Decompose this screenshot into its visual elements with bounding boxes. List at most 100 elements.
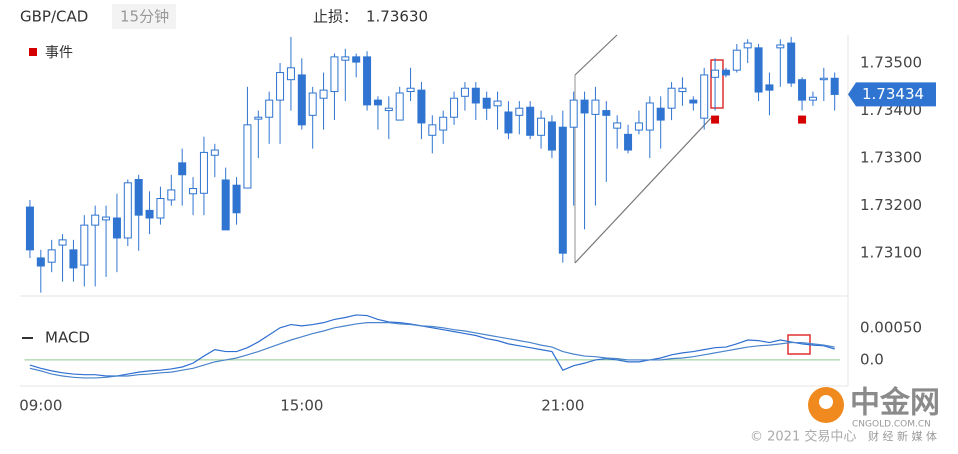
- y-tick-label: 1.73200: [860, 196, 922, 214]
- macd-label: MACD: [45, 329, 90, 347]
- channel-line: [574, 34, 618, 76]
- candle-body: [80, 224, 89, 266]
- candle-body: [286, 67, 295, 81]
- event-legend-swatch: [29, 48, 37, 56]
- candle-body: [482, 97, 491, 109]
- candle-body: [721, 69, 730, 76]
- candle-body: [439, 116, 448, 131]
- logo: 中金网 CNGOLD.COM.CN 财 经 新 媒 体: [808, 386, 940, 443]
- logo-tagline: 财 经 新 媒 体: [868, 429, 937, 443]
- stop-loss-value: 1.73630: [366, 8, 428, 26]
- candle-body: [656, 107, 665, 121]
- candle-body: [341, 56, 350, 61]
- candle-body: [112, 217, 121, 239]
- candle-body: [417, 89, 426, 124]
- candle-body: [547, 121, 556, 151]
- candle-body: [428, 124, 437, 136]
- candle-body: [102, 216, 111, 221]
- macd-line: [29, 322, 835, 379]
- candle-body: [123, 182, 132, 239]
- candle-body: [199, 151, 208, 194]
- interval: 15分钟: [120, 8, 169, 26]
- y-tick-label: 1.73500: [860, 54, 922, 72]
- candle-body: [58, 239, 67, 246]
- interval-badge: [112, 4, 176, 29]
- candle-body: [700, 74, 709, 119]
- candle-body: [450, 97, 459, 118]
- candle-body: [460, 87, 469, 97]
- candle-body: [624, 133, 633, 151]
- candle-body: [678, 87, 687, 93]
- candle-body: [819, 77, 828, 81]
- candle-body: [352, 56, 361, 63]
- candle-body: [69, 249, 78, 269]
- candle-body: [319, 89, 328, 99]
- candle-body: [667, 87, 676, 109]
- macd-line: [29, 314, 835, 377]
- x-tick-label: 15:00: [280, 397, 323, 415]
- event-legend-label: 事件: [45, 45, 73, 61]
- candle-body: [471, 87, 480, 104]
- candle-body: [395, 92, 404, 121]
- candle-body: [732, 49, 741, 71]
- candle-body: [91, 214, 100, 226]
- candle-body: [384, 107, 393, 112]
- candle-body: [787, 42, 796, 84]
- candle-body: [254, 116, 263, 120]
- candle-body: [297, 74, 306, 126]
- candle-body: [134, 178, 143, 216]
- candle-body: [210, 149, 219, 156]
- event-marker: [711, 115, 720, 124]
- candle-body: [265, 99, 274, 118]
- candle-body: [776, 44, 785, 49]
- channel-line: [574, 117, 712, 264]
- candle-body: [167, 189, 176, 201]
- candle-body: [526, 106, 535, 136]
- y-tick-label: 1.73100: [860, 244, 922, 262]
- candle-body: [602, 110, 611, 116]
- last-price-label: 1.73434: [862, 85, 924, 103]
- candle-body: [406, 87, 415, 93]
- y-tick-label: 0.00050: [860, 318, 922, 336]
- candle-body: [330, 56, 339, 93]
- candle-body: [373, 99, 382, 106]
- event-marker: [798, 115, 807, 124]
- candle-body: [798, 79, 807, 101]
- logo-site: CNGOLD.COM.CN: [852, 420, 931, 430]
- y-tick-label: 1.73300: [860, 149, 922, 167]
- candle-body: [613, 122, 622, 129]
- candle-body: [765, 84, 774, 91]
- last-price-tag: [848, 82, 936, 107]
- candle-body: [580, 99, 589, 114]
- stop-loss-label: 止损：: [313, 8, 358, 26]
- candle-body: [711, 69, 720, 78]
- candle-body: [830, 77, 839, 95]
- candle-body: [493, 100, 502, 107]
- candle-body: [178, 162, 187, 176]
- x-tick-label: 09:00: [19, 397, 62, 415]
- logo-icon: [819, 395, 833, 409]
- candle-body: [569, 99, 578, 128]
- y-tick-label: 0.0: [860, 350, 884, 368]
- candle-body: [537, 117, 546, 136]
- candle-body: [47, 249, 56, 263]
- candle-body: [189, 188, 198, 195]
- candle-body: [145, 209, 154, 219]
- candle-body: [558, 126, 567, 254]
- candle-body: [232, 184, 241, 214]
- candle-body: [808, 96, 817, 101]
- candle-body: [243, 124, 252, 189]
- candle-body: [156, 198, 165, 219]
- x-tick-label: 21:00: [541, 397, 584, 415]
- candle-body: [221, 179, 230, 231]
- candle-body: [591, 99, 600, 115]
- candle-body: [645, 102, 654, 131]
- candle-body: [504, 111, 513, 134]
- candle-body: [363, 56, 372, 106]
- candle-body: [36, 257, 45, 267]
- highlight-box: [710, 59, 724, 109]
- candle-body: [308, 92, 317, 116]
- copyright: © 2021 交易中心: [750, 429, 856, 445]
